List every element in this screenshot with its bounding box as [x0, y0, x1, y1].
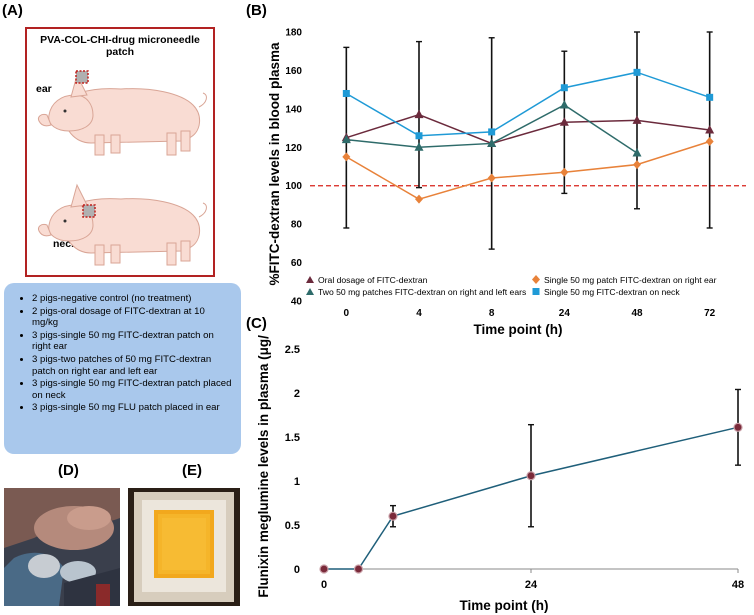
ear-label: ear: [36, 83, 52, 95]
patch-title: PVA-COL-CHI-drug microneedle patch: [40, 34, 200, 58]
chart-b-xtick: 24: [559, 308, 571, 319]
svg-text:Flunixin meglumine levels in p: Flunixin meglumine levels in plasma (μg/…: [256, 335, 271, 598]
chart-c-ytick: 2.5: [285, 344, 300, 356]
chart-b-ytick: 120: [285, 143, 302, 154]
pig-neck-illustration: [38, 183, 207, 266]
data-point: [632, 148, 642, 157]
data-point: [633, 68, 641, 76]
treatment-item: 3 pigs-two patches of 50 mg FITC-dextran…: [32, 354, 233, 377]
data-point: [487, 173, 496, 183]
chart-b-ytick: 100: [285, 181, 302, 192]
data-point: [353, 564, 364, 574]
legend-label-oral: Oral dosage of FITC-dextran: [318, 275, 428, 285]
treatment-item: 3 pigs-single 50 mg FITC-dextran patch p…: [32, 378, 233, 401]
data-point: [342, 152, 351, 162]
treatment-item: 2 pigs-oral dosage of FITC-dextran at 10…: [32, 306, 233, 329]
legend-marker-single-ear: [532, 275, 540, 284]
data-point: [733, 422, 743, 432]
data-point: [632, 115, 642, 124]
data-point: [706, 93, 714, 101]
data-point: [388, 511, 398, 521]
chart-c-xlabel: Time point (h): [460, 598, 549, 613]
chart-b-xtick: 72: [704, 308, 716, 319]
legend-label-two-ears: Two 50 mg patches FITC-dextran on right …: [318, 287, 526, 297]
chart-b-xtick: 0: [344, 308, 350, 319]
chart-b-xtick: 48: [631, 308, 643, 319]
series-line-3: [345, 71, 710, 137]
chart-b-xlabel: Time point (h): [474, 322, 563, 337]
chart-b-ylabel: %FITC-dextran levels in blood plasma: [267, 42, 282, 286]
chart-c-xtick: 0: [321, 579, 327, 591]
chart-b-ytick: 180: [285, 28, 302, 39]
chart-b-xtick: 8: [489, 308, 495, 319]
data-point: [342, 89, 350, 97]
treatment-list: 2 pigs-negative control (no treatment) 2…: [12, 293, 233, 414]
chart-c-ytick: 1.5: [285, 432, 300, 444]
chart-c-xtick: 48: [732, 579, 744, 591]
treatment-groups-box: 2 pigs-negative control (no treatment) 2…: [4, 283, 241, 454]
chart-b-ytick: 160: [285, 66, 302, 77]
chart-c-ylabel: Flunixin meglumine levels in plasma (μg/…: [256, 335, 271, 598]
data-point: [705, 137, 714, 147]
data-point: [414, 109, 424, 119]
chart-c-ytick: 0: [294, 564, 300, 576]
chart-c-ytick: 1: [294, 476, 300, 488]
data-point: [559, 117, 569, 126]
data-point: [414, 142, 424, 151]
photo-patch-application: [4, 488, 120, 606]
data-point: [487, 138, 497, 147]
chart-b-legend: Oral dosage of FITC-dextran Single 50 mg…: [306, 275, 717, 297]
chart-flunixin: 0 0.5 1 1.5 2 2.5 0 24 48 Flunixin meglumine lev…: [256, 335, 744, 613]
data-point: [415, 132, 423, 140]
panel-label-d: (D): [58, 462, 79, 479]
photo-patch-closeup: [128, 488, 240, 606]
treatment-item: 2 pigs-negative control (no treatment): [32, 293, 233, 305]
chart-b-xtick: 4: [416, 308, 422, 319]
data-point: [319, 564, 329, 574]
chart-c-ytick: 0.5: [285, 520, 300, 532]
data-point: [560, 167, 569, 177]
chart-b-ytick: 60: [291, 258, 303, 269]
pig-ear-illustration: [38, 70, 207, 156]
series-line-1: [345, 140, 710, 200]
legend-marker-two-ears: [306, 288, 314, 295]
legend-label-single-ear: Single 50 mg patch FITC-dextran on right…: [544, 275, 717, 285]
chart-c-ytick: 2: [294, 388, 300, 400]
pig-illustration-box: PVA-COL-CHI-drug microneedle patch ear n…: [25, 27, 215, 277]
data-point: [633, 160, 641, 170]
chart-b-ytick: 80: [291, 220, 303, 231]
data-point: [341, 134, 351, 144]
data-point: [559, 100, 569, 109]
chart-c-xtick: 24: [525, 579, 538, 591]
legend-marker-oral: [306, 276, 314, 283]
chart-b-ytick: 40: [291, 297, 303, 308]
data-point: [526, 471, 536, 481]
treatment-item: 3 pigs-single 50 mg FLU patch placed in …: [32, 402, 233, 414]
data-point: [560, 84, 568, 92]
data-point: [488, 128, 496, 136]
treatment-item: 3 pigs-single 50 mg FITC-dextran patch o…: [32, 330, 233, 353]
data-point: [415, 194, 423, 204]
data-point: [705, 124, 715, 134]
legend-label-neck: Single 50 mg FITC-dextran on neck: [544, 287, 680, 297]
panel-label-c: (C): [246, 315, 267, 332]
chart-b-ytick: 140: [285, 104, 302, 115]
legend-marker-neck: [532, 288, 540, 295]
series-line-0: [346, 113, 710, 145]
panel-label-b: (B): [246, 2, 267, 19]
panel-label-a: (A): [2, 2, 23, 19]
panel-label-e: (E): [182, 462, 202, 479]
